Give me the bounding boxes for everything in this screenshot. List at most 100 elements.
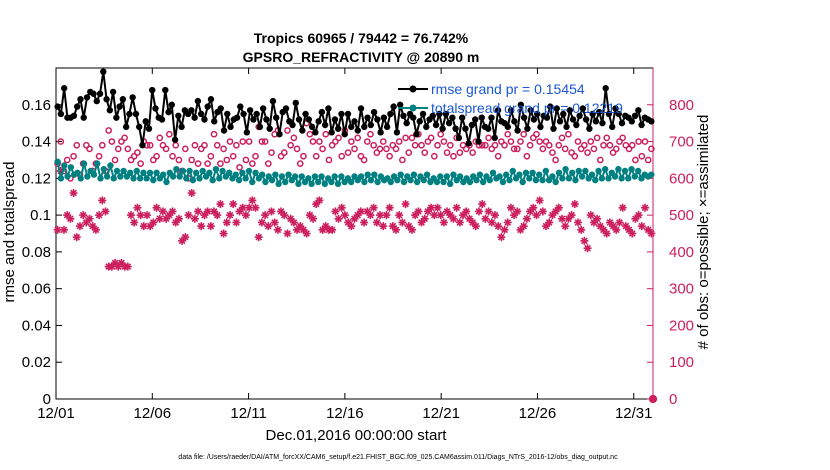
possible-point <box>223 156 231 164</box>
possible-point <box>520 130 528 138</box>
possible-point <box>280 149 288 156</box>
rmse-point <box>530 116 538 123</box>
possible-point <box>239 138 247 145</box>
rmse-point <box>162 86 169 94</box>
possible-point <box>523 152 531 160</box>
possible-point <box>584 149 591 156</box>
assimilated-point <box>353 211 362 220</box>
possible-point <box>549 149 556 156</box>
possible-point <box>108 138 116 145</box>
totalspread-point <box>136 175 144 182</box>
rmse-point <box>250 116 257 123</box>
assimilated-point <box>535 196 544 205</box>
assimilated-point <box>519 222 528 231</box>
totalspread-point <box>54 158 61 165</box>
possible-point <box>437 130 445 138</box>
rmse-point <box>132 110 140 118</box>
rmse-point <box>282 105 290 112</box>
rmse-point <box>139 142 146 149</box>
possible-point <box>73 141 81 149</box>
possible-point <box>383 145 390 153</box>
totalspread-point <box>103 173 111 180</box>
rmse-point <box>367 121 375 129</box>
totalspread-point <box>499 178 507 186</box>
assimilated-point <box>184 211 193 220</box>
totalspread-point <box>74 169 81 177</box>
assimilated-point <box>241 211 250 220</box>
totalspread-point <box>57 175 65 182</box>
rmse-point <box>178 123 185 131</box>
totalspread-point <box>631 173 639 180</box>
rmse-point <box>70 112 78 120</box>
rmse-point <box>618 119 626 127</box>
rmse-point <box>96 90 104 97</box>
totalspread-point <box>199 167 206 175</box>
possible-point <box>287 141 294 149</box>
possible-point <box>105 127 113 134</box>
possible-point <box>574 138 582 145</box>
possible-point <box>335 134 342 142</box>
rmse-point <box>595 108 603 116</box>
possible-point <box>491 141 499 149</box>
totalspread-point <box>334 180 342 188</box>
assimilated-point <box>369 203 378 212</box>
possible-point <box>153 152 160 160</box>
possible-point <box>430 152 438 160</box>
rmse-point <box>77 96 84 103</box>
rmse-point <box>276 131 283 138</box>
rmse-point <box>135 123 143 131</box>
x-tick-label: 12/11 <box>230 405 266 422</box>
assimilated-point <box>334 214 343 223</box>
totalspread-point <box>262 178 269 186</box>
totalspread-point <box>97 175 104 182</box>
totalspread-point <box>628 165 635 173</box>
assimilated-point <box>270 218 279 227</box>
totalspread-point <box>163 178 170 186</box>
rmse-point <box>158 116 166 123</box>
rmse-point <box>325 105 332 112</box>
rmse-point <box>514 127 521 134</box>
rmse-point <box>57 110 65 118</box>
possible-point <box>501 141 508 149</box>
rmse-point <box>560 110 567 118</box>
assimilated-point <box>478 200 487 209</box>
assimilated-point <box>561 222 570 231</box>
totalspread-point <box>176 173 183 180</box>
possible-point <box>641 138 649 145</box>
totalspread-point <box>437 173 444 180</box>
possible-point <box>264 160 272 167</box>
legend-spread-label: totalspread grand pr = 0.12219 <box>431 100 623 116</box>
assimilated-point <box>618 203 627 212</box>
y2-tick-label: 100 <box>669 354 694 371</box>
assimilated-point <box>570 200 579 209</box>
y2-tick-label: 0 <box>669 391 677 408</box>
rmse-point <box>511 118 518 125</box>
assimilated-point <box>573 218 582 227</box>
totalspread-point <box>466 178 474 186</box>
possible-point <box>258 138 266 145</box>
possible-point <box>434 141 441 149</box>
assimilated-point <box>187 189 196 198</box>
totalspread-point <box>242 175 249 182</box>
possible-point <box>443 149 451 156</box>
possible-point <box>213 141 221 149</box>
totalspread-point <box>100 165 108 173</box>
assimilated-point <box>385 203 394 212</box>
rmse-point <box>122 123 130 131</box>
y2-tick-label: 300 <box>669 281 694 298</box>
rmse-point <box>455 134 463 142</box>
assimilated-point <box>337 203 346 212</box>
series-totalspread <box>54 158 655 188</box>
rmse-point <box>517 101 525 108</box>
rmse-point <box>354 127 361 134</box>
rmse-point <box>442 110 450 118</box>
totalspread-point <box>529 169 536 177</box>
rmse-point <box>478 114 485 121</box>
y2-axis-label: # of obs: o=possible; ×=assimilated <box>695 115 712 350</box>
possible-point <box>70 152 77 160</box>
rmse-point <box>331 116 339 123</box>
rmse-point <box>550 125 557 132</box>
assimilated-point <box>583 244 592 253</box>
rmse-point <box>269 97 277 105</box>
totalspread-point <box>196 175 203 182</box>
